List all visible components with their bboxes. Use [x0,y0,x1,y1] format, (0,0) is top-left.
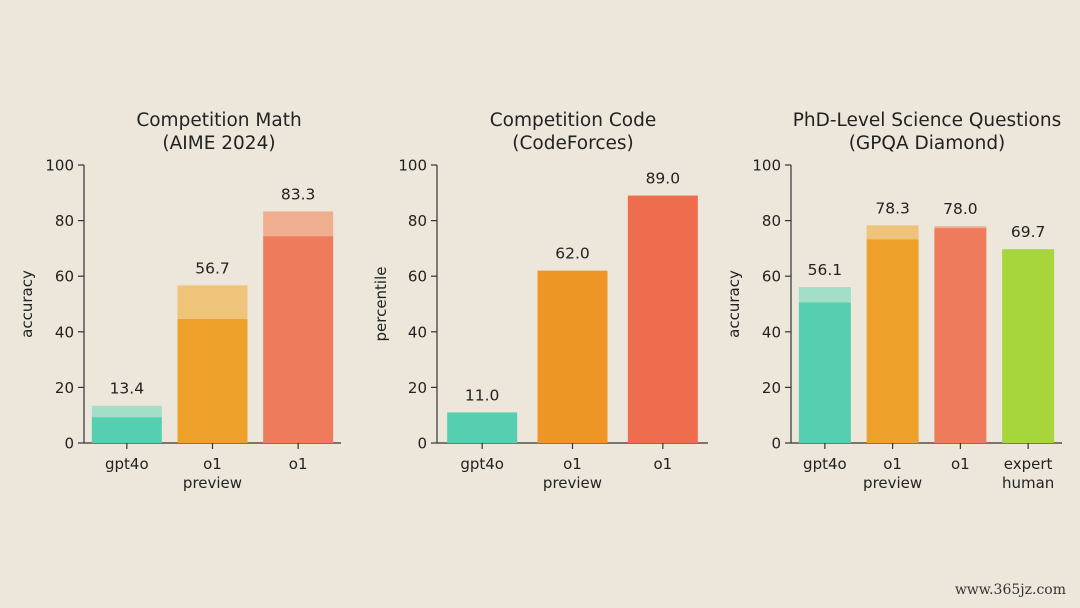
watermark: www.365jz.com [954,582,1066,598]
x-tick-label: o1 [951,455,970,473]
y-tick-label: 40 [55,323,74,341]
y-tick-label: 80 [762,212,781,230]
value-label: 11.0 [465,386,500,404]
y-tick-label: 0 [64,435,74,453]
x-tick-label: o1 [289,455,308,473]
y-tick-label: 100 [45,157,74,175]
x-tick-label: o1 preview [543,455,602,492]
chart-title: PhD-Level Science Questions (GPQA Diamond… [793,110,1062,154]
y-tick-label: 100 [752,157,781,175]
x-tick-label: o1 preview [863,455,922,492]
y-tick-label: 0 [771,435,781,453]
value-label: 13.4 [110,380,145,398]
bar [1002,249,1055,443]
chart-title: Competition Code (CodeForces) [490,110,656,154]
value-label: 78.3 [875,199,910,217]
value-label: 89.0 [646,170,681,188]
bar-extension [263,211,334,237]
y-axis-label: percentile [372,266,390,341]
bar [177,319,248,443]
x-tick-label: o1 preview [183,455,242,492]
y-tick-label: 20 [55,379,74,397]
bar [627,195,698,443]
bar [798,302,851,443]
y-tick-label: 80 [408,212,427,230]
value-label: 78.0 [943,200,978,218]
y-tick-label: 40 [762,323,781,341]
bar-extension [177,285,248,320]
x-tick-label: gpt4o [460,455,504,473]
bar [91,417,162,443]
y-tick-label: 80 [55,212,74,230]
value-label: 56.7 [195,259,230,277]
x-tick-label: expert human [1002,455,1054,492]
x-tick-label: o1 [653,455,672,473]
y-tick-label: 20 [762,379,781,397]
y-axis-label: accuracy [18,270,36,338]
bar [447,412,518,443]
y-tick-label: 40 [408,323,427,341]
x-tick-label: gpt4o [105,455,149,473]
bar [537,270,608,443]
chart-title: Competition Math (AIME 2024) [136,110,301,154]
value-label: 56.1 [808,261,843,279]
y-tick-label: 0 [417,435,427,453]
bar-extension [866,225,919,240]
bar [263,236,334,443]
bar-extension [798,287,851,303]
y-tick-label: 20 [408,379,427,397]
value-label: 62.0 [555,245,590,263]
y-tick-label: 60 [55,268,74,286]
bar [866,239,919,443]
y-axis-label: accuracy [725,270,743,338]
value-label: 83.3 [281,185,316,203]
y-tick-label: 60 [408,268,427,286]
bar [934,228,987,443]
bar-extension [934,226,987,229]
x-tick-label: gpt4o [803,455,847,473]
value-label: 69.7 [1011,223,1046,241]
y-tick-label: 100 [398,157,427,175]
bar-extension [91,405,162,418]
y-tick-label: 60 [762,268,781,286]
